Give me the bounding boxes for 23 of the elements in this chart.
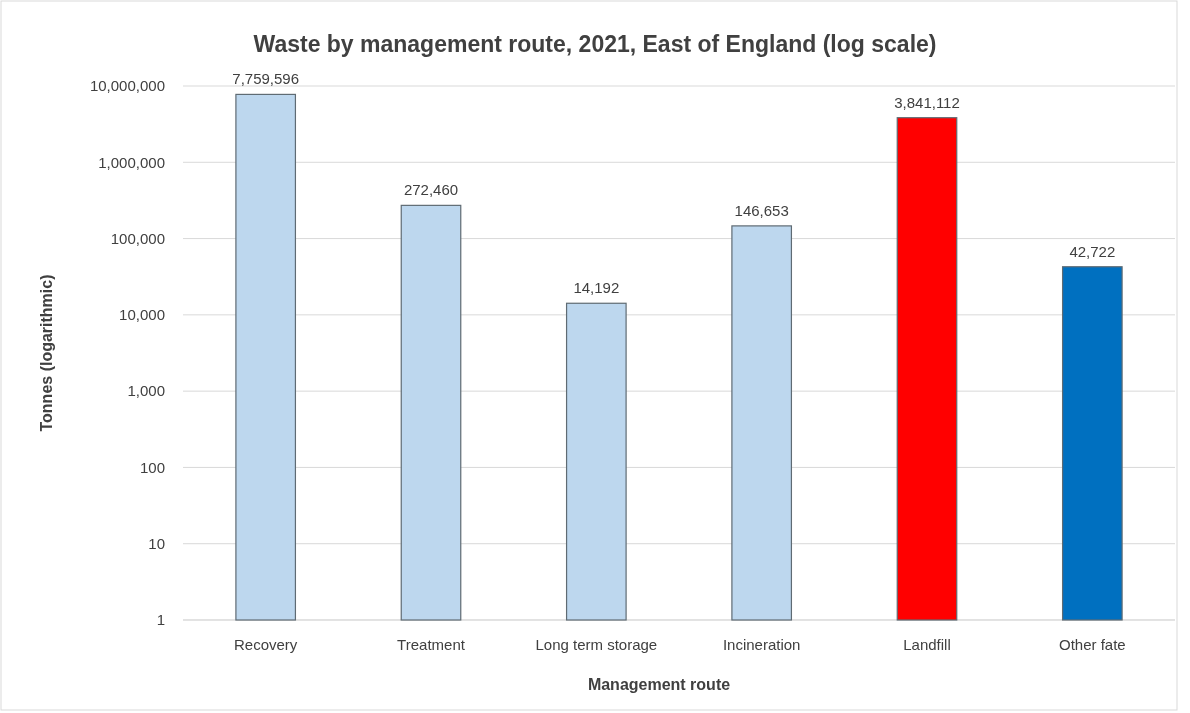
x-tick-label: Incineration (722, 636, 801, 653)
x-tick-label: Landfill (903, 636, 951, 653)
y-tick-label: 100,000 (110, 229, 165, 247)
x-tick-label: Recovery (233, 636, 298, 653)
data-label: 14,192 (573, 279, 620, 297)
data-label: 3,841,112 (894, 93, 960, 111)
y-tick-label: 100 (139, 458, 165, 476)
data-label: 7,759,596 (232, 70, 300, 88)
data-label: 146,653 (734, 201, 789, 219)
chart-title: Waste by management route, 2021, East of England (log scale) (253, 31, 937, 57)
data-label: 272,460 (403, 181, 459, 199)
y-tick-label: 10,000,000 (89, 77, 165, 95)
y-tick-label: 10,000 (119, 306, 165, 324)
data-label: 42,722 (1069, 242, 1116, 260)
x-tick-label: Other fate (1058, 636, 1126, 653)
y-axis-title: Tonnes (logarithmic) (38, 274, 55, 432)
x-tick-label: Treatment (397, 636, 466, 653)
x-axis-title: Management route (587, 676, 731, 693)
y-tick-label: 1,000 (127, 382, 165, 400)
y-tick-label: 1,000,000 (98, 153, 165, 171)
y-tick-label: 10 (148, 534, 165, 552)
y-tick-label: 1 (156, 611, 165, 629)
x-tick-label: Long term storage (535, 636, 658, 653)
